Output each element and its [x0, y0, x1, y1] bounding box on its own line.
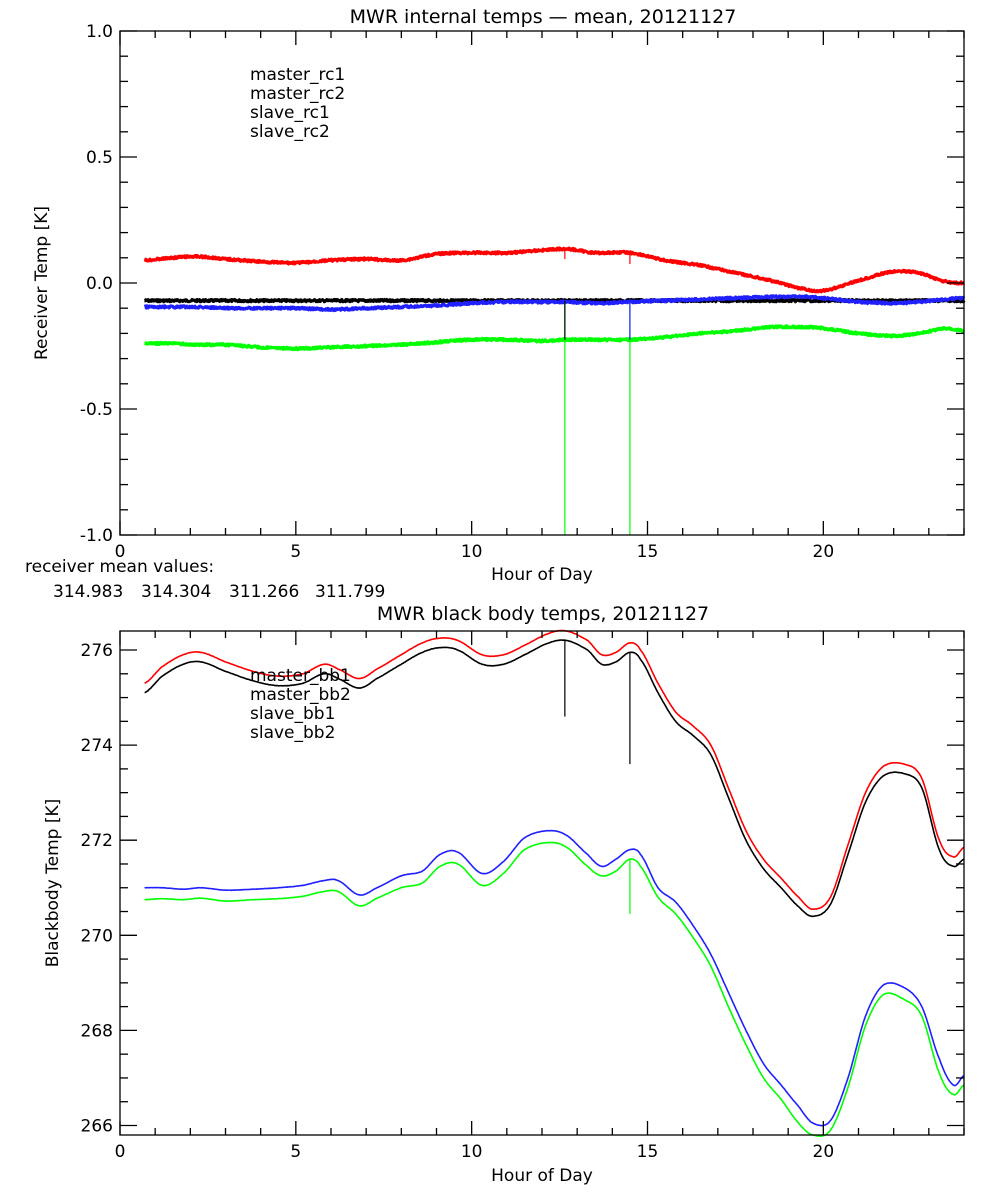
x-tick-label: 20 [813, 1142, 835, 1162]
legend-entry-master-bb1: master_bb1 [250, 666, 351, 686]
x-tick-label: 10 [461, 542, 483, 562]
series-line-master-rc2 [143, 246, 966, 294]
y-tick-label: 268 [81, 1021, 113, 1041]
y-tick-label: 270 [81, 926, 113, 946]
x-tick-label: 15 [637, 1142, 659, 1162]
receiver-mean-value: 311.266 [229, 582, 299, 602]
chart-title: MWR internal temps — mean, 20121127 [350, 6, 737, 28]
x-tick-label: 5 [290, 542, 301, 562]
x-tick-label: 0 [115, 1142, 126, 1162]
legend-entry-master-rc2: master_rc2 [250, 84, 345, 104]
series-line-slave-bb2 [144, 841, 965, 1137]
x-tick-label: 5 [290, 1142, 301, 1162]
y-tick-label: 1.0 [86, 22, 113, 42]
plot-frame [119, 630, 965, 1136]
y-axis-label: Blackbody Temp [K] [43, 799, 63, 968]
series-line-slave-rc1 [143, 294, 966, 313]
legend-entry-master-bb2: master_bb2 [250, 685, 351, 705]
legend-entry-slave-rc2: slave_rc2 [250, 122, 330, 142]
receiver-mean-label: receiver mean values: [25, 557, 214, 577]
legend-entry-slave-rc1: slave_rc1 [250, 103, 330, 123]
receiver-mean-value: 311.799 [315, 582, 385, 602]
y-tick-label: 0.0 [86, 274, 113, 294]
plot-frame [119, 30, 965, 536]
y-axis-label: Receiver Temp [K] [32, 206, 52, 360]
axis-ticks [119, 631, 965, 1135]
series-layer [143, 246, 966, 535]
legend-entry-master-rc1: master_rc1 [250, 65, 345, 85]
series-line-slave-bb1 [144, 829, 965, 1127]
y-tick-labels: -1.0 -0.5 0.0 0.5 1.0 [80, 22, 113, 546]
axis-ticks [119, 30, 965, 536]
y-tick-label: -0.5 [80, 400, 113, 420]
legend-entry-slave-bb1: slave_bb1 [250, 704, 335, 724]
series-layer [144, 629, 965, 1137]
legend: master_bb1 master_bb2 slave_bb1 slave_bb… [250, 666, 351, 743]
y-tick-label: 276 [81, 641, 113, 661]
y-tick-label: 272 [81, 831, 113, 851]
y-tick-label: 0.5 [86, 148, 113, 168]
series-line-master-bb1 [144, 639, 965, 918]
receiver-mean-value: 314.983 [53, 582, 123, 602]
x-axis-label: Hour of Day [491, 1166, 593, 1186]
series-line-slave-rc2 [143, 324, 966, 352]
legend-entry-slave-bb2: slave_bb2 [250, 723, 335, 743]
chart-receiver-temps: MWR internal temps — mean, 20121127 0 5 … [32, 6, 966, 585]
x-tick-label: 0 [115, 542, 126, 562]
x-axis-label: Hour of Day [491, 565, 593, 585]
legend: master_rc1 master_rc2 slave_rc1 slave_rc… [250, 65, 345, 142]
y-tick-label: -1.0 [80, 526, 113, 546]
receiver-mean-value: 314.304 [141, 582, 211, 602]
x-tick-labels: 0 5 10 15 20 [115, 1142, 835, 1162]
x-tick-label: 10 [461, 1142, 483, 1162]
y-tick-label: 266 [81, 1116, 113, 1136]
chart-blackbody-temps: MWR black body temps, 20121127 0 5 10 15… [43, 603, 965, 1186]
x-tick-labels: 0 5 10 15 20 [115, 542, 835, 562]
chart-title: MWR black body temps, 20121127 [377, 603, 709, 625]
x-tick-label: 20 [813, 542, 835, 562]
y-tick-label: 274 [81, 736, 113, 756]
receiver-mean-values: receiver mean values: 314.983 314.304 31… [25, 557, 385, 602]
x-tick-label: 15 [637, 542, 659, 562]
y-tick-labels: 266 268 270 272 274 276 [81, 641, 113, 1136]
